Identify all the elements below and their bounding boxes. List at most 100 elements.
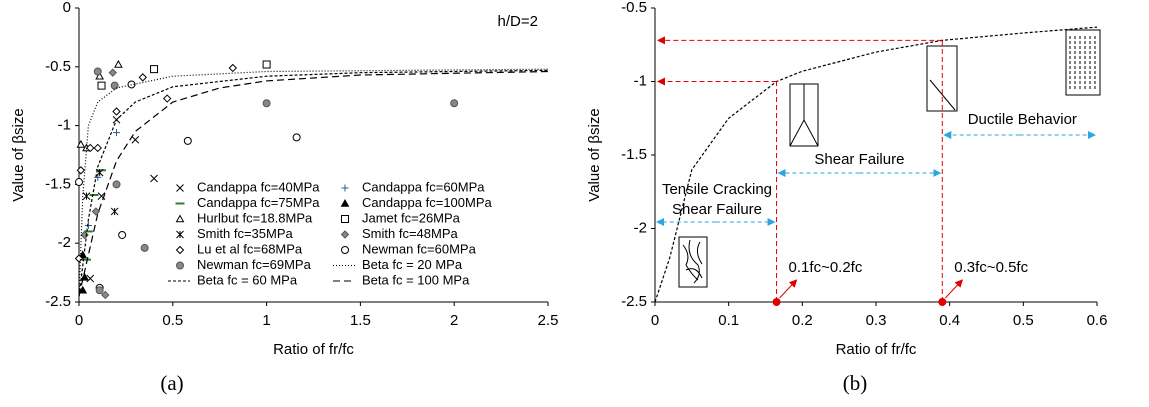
data-point [150, 174, 158, 183]
legend-label: Candappa fc=100MPa [362, 195, 493, 210]
x-axis-title: Ratio of fr/fc [836, 341, 917, 358]
data-point [91, 207, 101, 216]
legend-marker [341, 215, 349, 223]
data-line [78, 69, 549, 297]
specimen-sketches [678, 29, 1101, 288]
data-point [162, 94, 172, 103]
y-tick-label: -0.5 [621, 0, 647, 16]
x-tick-label: 1 [262, 312, 270, 329]
data-point [131, 135, 140, 144]
data-point [292, 133, 301, 142]
legend-marker [175, 245, 185, 255]
sketch-ductile-cracks [1069, 36, 1096, 91]
data-point [262, 99, 271, 108]
data-point [114, 59, 123, 68]
x-tick-label: 2.5 [538, 312, 559, 329]
data-point [76, 166, 86, 175]
legend-marker [176, 261, 185, 270]
y-tick-label: -1.5 [45, 175, 71, 192]
y-tick-label: -1.5 [621, 146, 647, 163]
data-point [97, 81, 106, 90]
x-tick-label: 2 [450, 312, 458, 329]
annotation: h/D=2 [498, 13, 538, 30]
data-point [82, 192, 91, 201]
legend-label: Beta fc = 100 MPa [362, 272, 470, 287]
legend-label: Lu et al fc=68MPa [197, 241, 303, 256]
data-point [112, 107, 121, 116]
data-point [76, 139, 86, 148]
sketch-cracks [682, 239, 703, 284]
data-point [95, 286, 104, 295]
data-point [93, 67, 102, 76]
legend-marker [340, 230, 350, 239]
legend-marker [340, 198, 350, 207]
x-tick-label: 0.5 [1013, 312, 1034, 329]
data-point [113, 129, 121, 137]
data-line [78, 68, 549, 297]
caption: (a) [160, 371, 183, 395]
y-tick-label: -2 [634, 219, 647, 236]
data-point [80, 272, 89, 281]
range-arrow [779, 279, 798, 299]
region-label: Tensile Cracking [662, 181, 772, 198]
data-point [150, 65, 159, 74]
legend-label: Smith fc=48MPa [362, 226, 459, 241]
data-point [86, 143, 95, 153]
legend-label: Beta fc = 20 MPa [362, 257, 463, 272]
legend-label: Beta fc = 60 MPa [197, 272, 298, 287]
data-line [78, 70, 549, 297]
caption: (b) [843, 371, 868, 395]
data-point [84, 222, 92, 230]
x-tick-label: 0.3 [866, 312, 887, 329]
y-tick-label: -2.5 [621, 293, 647, 310]
data-point [118, 230, 127, 239]
range-label: 0.1fc~0.2fc [789, 259, 863, 276]
data-point [75, 178, 84, 187]
region-label: Shear Failure [672, 201, 762, 218]
reference-dot [938, 298, 947, 306]
data-point [127, 80, 136, 89]
data-point [138, 73, 147, 82]
region-label: Ductile Behavior [968, 111, 1077, 128]
legend-marker [341, 184, 349, 192]
y-tick-label: -1 [58, 117, 71, 134]
legend-label: Hurlbut fc=18.8MPa [197, 210, 313, 225]
legend-label: Candappa fc=40MPa [197, 179, 320, 194]
y-tick-label: -2 [58, 234, 71, 251]
x-axis-title: Ratio of fr/fc [273, 341, 354, 358]
range-label: 0.3fc~0.5fc [954, 259, 1028, 276]
legend-marker [176, 184, 184, 192]
sketch-ductile [1065, 29, 1101, 96]
range-arrow [944, 279, 963, 299]
data-point [140, 243, 149, 252]
data-point [101, 290, 110, 300]
legend-label: Jamet fc=26MPa [362, 210, 461, 225]
sketch-diagonal [929, 79, 956, 111]
y-tick-label: 0 [63, 0, 71, 16]
data-point [183, 136, 192, 145]
x-tick-label: 0.2 [792, 312, 813, 329]
data-point [86, 274, 95, 283]
legend-label: Smith fc=35MPa [197, 226, 294, 241]
data-point [97, 192, 106, 201]
sketch-shear-crack [789, 84, 819, 147]
data-point [110, 81, 119, 90]
data-point [228, 63, 238, 73]
data-point [95, 71, 104, 80]
data-line [654, 26, 1098, 303]
y-axis-title: Value of βsize [10, 108, 27, 201]
legend-label: Candappa fc=75MPa [197, 195, 320, 210]
legend-label: Newman fc=69MPa [197, 257, 312, 272]
x-tick-label: 0.1 [718, 312, 739, 329]
reference-dot [772, 298, 781, 306]
region-label: Shear Failure [814, 151, 904, 168]
y-tick-label: -0.5 [45, 58, 71, 75]
data-point [262, 60, 271, 69]
x-tick-label: 0 [75, 312, 83, 329]
x-tick-label: 0.4 [939, 312, 960, 329]
data-point [93, 143, 102, 153]
y-axis-title: Value of βsize [586, 108, 603, 201]
legend-marker [175, 214, 185, 223]
